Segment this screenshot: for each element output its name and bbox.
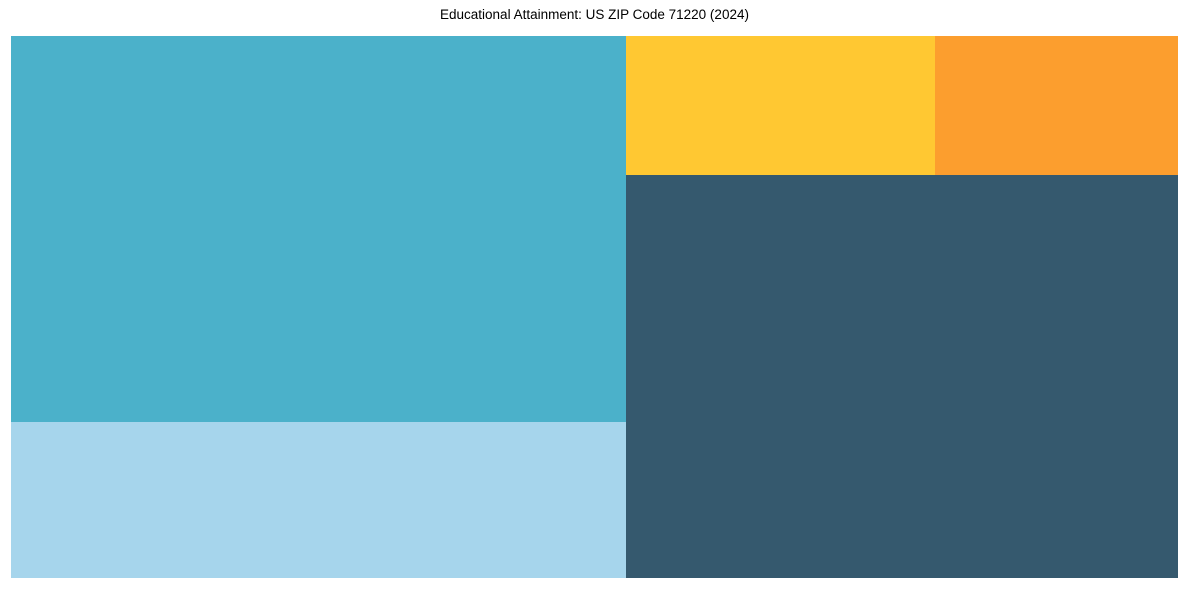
treemap-tile[interactable] xyxy=(626,36,936,175)
treemap-tile[interactable] xyxy=(11,421,626,578)
page-title: Educational Attainment: US ZIP Code 7122… xyxy=(440,7,749,22)
treemap-tile[interactable] xyxy=(626,174,1178,578)
treemap-tile[interactable] xyxy=(935,36,1178,175)
treemap-tile[interactable] xyxy=(11,36,626,422)
treemap-plot-area xyxy=(11,36,1178,578)
